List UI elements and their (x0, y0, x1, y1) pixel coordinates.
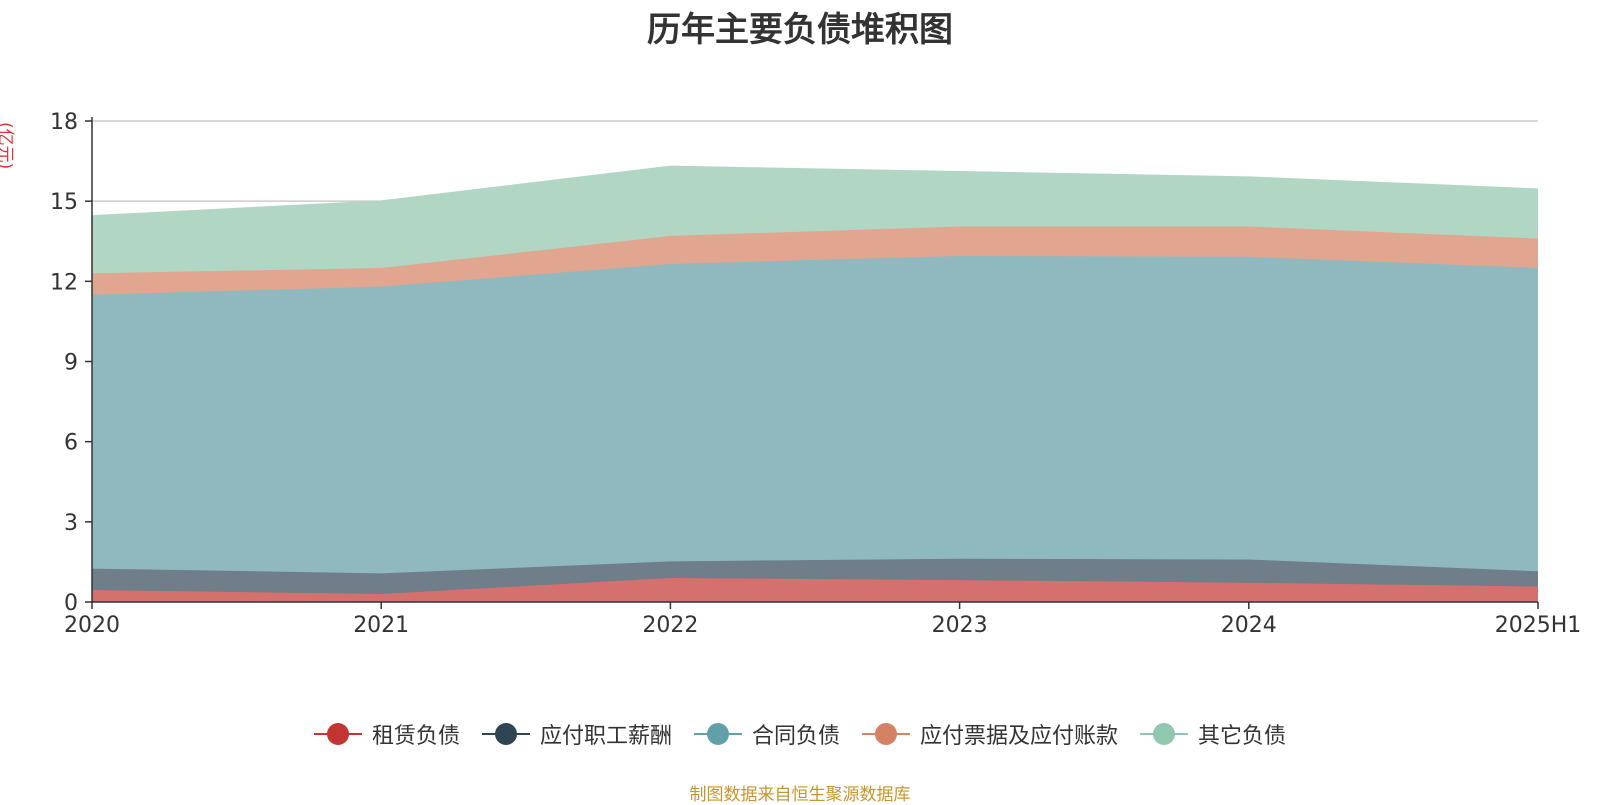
area-edge-其它负债 (91, 165, 1539, 217)
y-tick-label: 12 (50, 270, 78, 295)
area-租赁负债 (92, 577, 1538, 602)
x-tick-label: 2024 (1221, 613, 1277, 638)
stacked-area-chart: 0 3 6 9 12 15 18 2020 2021 2022 2023 2024 2025H1 (50, 110, 1581, 638)
legend-item[interactable]: 租赁负债 (313, 718, 460, 750)
legend-marker-icon (1140, 722, 1189, 746)
legend-label: 其它负债 (1198, 724, 1287, 749)
legend-label: 应付职工薪酬 (539, 724, 672, 749)
y-tick-label: 15 (50, 190, 78, 215)
chart-title: 历年主要负债堆积图 (647, 10, 953, 50)
source-note: 制图数据来自恒生聚源数据库 (689, 785, 911, 805)
y-tick-label: 6 (64, 431, 78, 456)
legend-marker-icon (693, 722, 742, 746)
x-tick-label: 2021 (353, 613, 409, 638)
legend-item[interactable]: 应付职工薪酬 (481, 718, 672, 750)
axes: 0 3 6 9 12 15 18 2020 2021 2022 2023 2024 2025H1 (50, 110, 1581, 638)
y-tick-label: 18 (50, 110, 78, 135)
y-tick-label: 0 (64, 591, 78, 616)
legend: 租赁负债 应付职工薪酬 合同负债 应付票据及应付账款 其它负债 (0, 718, 1600, 750)
legend-marker-icon (481, 722, 530, 746)
x-tick-label: 2020 (64, 613, 120, 638)
legend-item[interactable]: 其它负债 (1140, 718, 1286, 750)
legend-item[interactable]: 合同负债 (693, 718, 840, 750)
area-合同负债 (92, 255, 1538, 574)
legend-marker-icon (862, 722, 910, 746)
legend-item[interactable]: 应付票据及应付账款 (862, 718, 1118, 750)
legend-marker-icon (313, 722, 362, 746)
legend-label: 应付票据及应付账款 (920, 724, 1119, 749)
x-tick-label: 2025H1 (1495, 613, 1582, 638)
area-应付票据及应付账款 (92, 226, 1538, 295)
y-tick-label: 9 (64, 351, 78, 376)
area-应付职工薪酬 (92, 558, 1538, 594)
area-series (91, 165, 1539, 602)
legend-label: 合同负债 (751, 724, 840, 749)
x-tick-label: 2022 (642, 613, 698, 638)
x-tick-label: 2023 (932, 613, 988, 638)
legend-label: 租赁负债 (371, 724, 460, 749)
y-tick-label: 3 (64, 511, 78, 536)
